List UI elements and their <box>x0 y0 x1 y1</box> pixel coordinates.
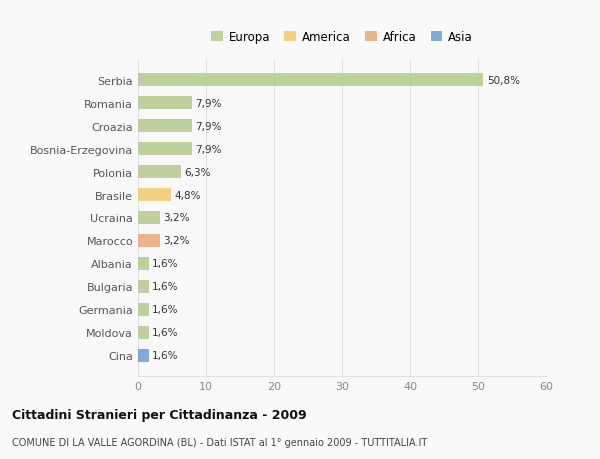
Bar <box>138 280 149 293</box>
Text: 1,6%: 1,6% <box>152 328 179 338</box>
Text: Cittadini Stranieri per Cittadinanza - 2009: Cittadini Stranieri per Cittadinanza - 2… <box>12 408 307 421</box>
Text: 3,2%: 3,2% <box>163 236 190 246</box>
Bar <box>138 74 484 87</box>
Text: 7,9%: 7,9% <box>195 121 221 131</box>
Text: 7,9%: 7,9% <box>195 98 221 108</box>
Text: 4,8%: 4,8% <box>174 190 200 200</box>
Bar <box>138 326 149 339</box>
Legend: Europa, America, Africa, Asia: Europa, America, Africa, Asia <box>208 28 476 48</box>
Text: 3,2%: 3,2% <box>163 213 190 223</box>
Bar <box>138 212 160 224</box>
Bar <box>138 166 181 179</box>
Text: 1,6%: 1,6% <box>152 351 179 361</box>
Text: 6,3%: 6,3% <box>184 167 211 177</box>
Bar <box>138 143 192 156</box>
Text: 50,8%: 50,8% <box>487 75 520 85</box>
Text: COMUNE DI LA VALLE AGORDINA (BL) - Dati ISTAT al 1° gennaio 2009 - TUTTITALIA.IT: COMUNE DI LA VALLE AGORDINA (BL) - Dati … <box>12 437 427 447</box>
Bar <box>138 257 149 270</box>
Bar <box>138 349 149 362</box>
Text: 1,6%: 1,6% <box>152 305 179 315</box>
Text: 1,6%: 1,6% <box>152 282 179 292</box>
Bar <box>138 235 160 247</box>
Bar <box>138 303 149 316</box>
Text: 7,9%: 7,9% <box>195 144 221 154</box>
Text: 1,6%: 1,6% <box>152 259 179 269</box>
Bar <box>138 97 192 110</box>
Bar <box>138 120 192 133</box>
Bar <box>138 189 170 202</box>
